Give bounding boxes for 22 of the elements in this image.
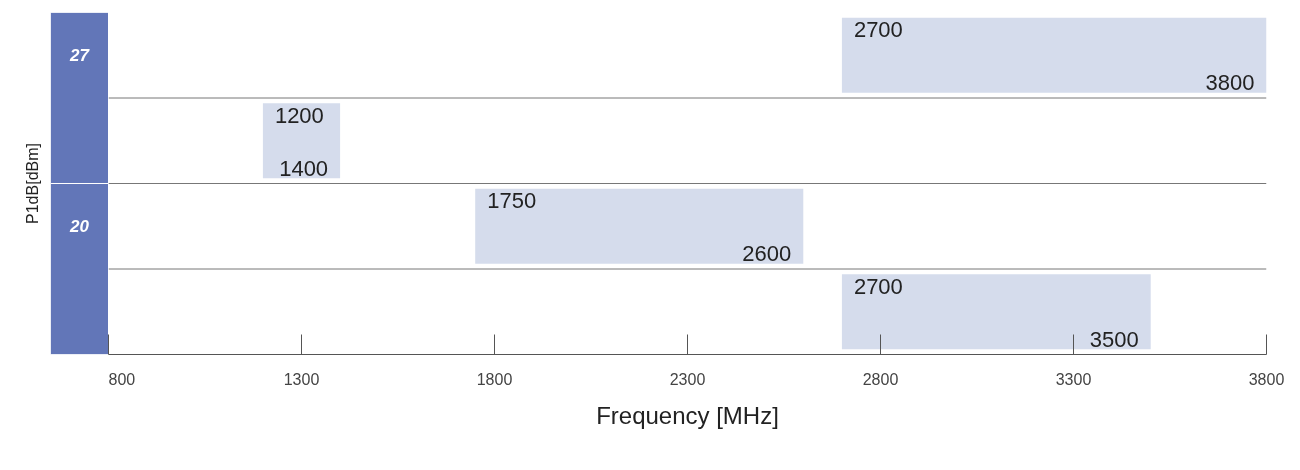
y-tick-label: 20 <box>69 217 90 237</box>
bar <box>841 274 1151 350</box>
x-axis-title: Frequency [MHz] <box>596 401 779 429</box>
annotation: 1400 <box>279 155 329 181</box>
annotation: 2700 <box>853 17 903 43</box>
x-tick-label: 2800 <box>862 370 899 388</box>
x-tick-label: 1800 <box>476 370 513 388</box>
annotation: 3800 <box>1205 70 1255 96</box>
x-tick-label: 3800 <box>1248 370 1285 388</box>
annotation: 1200 <box>274 102 324 128</box>
x-tick-label: 2300 <box>669 370 706 388</box>
annotation: 2600 <box>742 241 792 267</box>
annotation: 2700 <box>853 273 903 299</box>
y-axis-title: P1dB[dBm] <box>23 143 41 224</box>
x-tick-label: 800 <box>108 370 136 388</box>
x-tick-label: 1300 <box>283 370 320 388</box>
x-tick-label: 3300 <box>1055 370 1092 388</box>
bar <box>475 188 804 264</box>
y-tick-label: 27 <box>69 46 91 66</box>
annotation: 3500 <box>1089 326 1139 352</box>
bar <box>841 17 1267 93</box>
annotation: 1750 <box>487 188 537 214</box>
